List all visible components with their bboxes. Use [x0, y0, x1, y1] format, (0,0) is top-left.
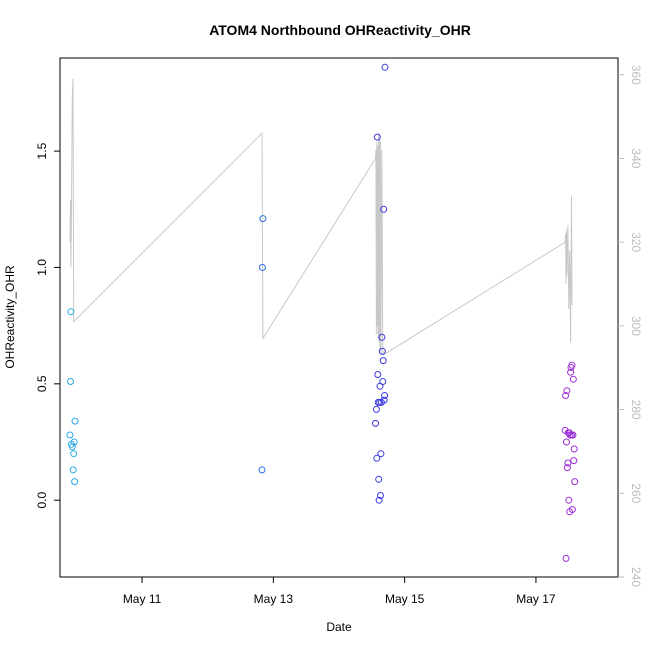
- data-point: [377, 450, 385, 458]
- chart-title: ATOM4 Northbound OHReactivity_OHR: [209, 22, 471, 38]
- data-point: [69, 466, 77, 474]
- data-point: [377, 492, 384, 499]
- y-right-tick-label: 260: [629, 483, 643, 503]
- data-point: [563, 464, 571, 472]
- data-point: [568, 361, 576, 369]
- data-point: [564, 459, 572, 467]
- data-point: [562, 554, 570, 562]
- x-tick-label: May 11: [123, 592, 162, 606]
- y-right-tick-label: 240: [629, 567, 643, 587]
- data-point: [375, 475, 383, 483]
- data-point: [375, 496, 383, 504]
- data-point: [67, 378, 74, 385]
- data-point: [565, 496, 573, 504]
- data-point: [373, 133, 381, 141]
- data-point: [562, 392, 570, 399]
- y-left-tick-label: 1.5: [35, 142, 49, 159]
- y-axis-right: 240 260 280 300 320 340 360: [618, 65, 643, 587]
- x-tick-label: May 15: [385, 592, 425, 606]
- data-point: [381, 63, 389, 71]
- data-point: [570, 457, 578, 465]
- data-point: [569, 431, 577, 439]
- data-point: [380, 396, 388, 404]
- y-left-tick-label: 0.5: [35, 375, 49, 392]
- y-axis-label: OHReactivity_OHR: [3, 265, 17, 369]
- data-point: [258, 264, 266, 271]
- y-left-tick-label: 1.0: [35, 259, 49, 276]
- data-point: [372, 419, 379, 427]
- x-axis: May 11 May 13 May 15 May 17: [123, 577, 556, 606]
- y-right-tick-label: 280: [629, 400, 643, 420]
- data-point: [67, 308, 75, 316]
- data-point: [563, 387, 571, 395]
- data-point: [563, 438, 570, 446]
- data-point: [373, 454, 381, 462]
- data-point: [379, 378, 387, 385]
- data-point: [568, 506, 576, 513]
- data-point: [258, 466, 266, 474]
- plot-frame: [59, 57, 619, 578]
- y-right-tick-label: 340: [629, 148, 643, 168]
- y-left-tick-label: 0.0: [35, 492, 49, 509]
- y-right-tick-label: 300: [629, 316, 643, 336]
- x-axis-label: Date: [326, 620, 352, 634]
- data-point: [378, 333, 386, 341]
- right-axis-series-line: [69, 78, 573, 357]
- data-point: [570, 445, 578, 453]
- data-point: [66, 431, 74, 439]
- data-point: [380, 205, 388, 213]
- x-tick-label: May 17: [516, 592, 556, 606]
- data-point: [259, 215, 267, 223]
- scatter-points: [66, 63, 579, 562]
- data-point: [71, 478, 79, 486]
- data-point: [68, 443, 76, 451]
- x-tick-label: May 13: [254, 592, 294, 606]
- data-point: [378, 347, 386, 355]
- data-point: [374, 371, 382, 378]
- data-point: [381, 392, 389, 399]
- y-right-tick-label: 320: [629, 232, 643, 252]
- data-point: [70, 450, 78, 458]
- data-point: [379, 357, 387, 365]
- data-point: [569, 375, 577, 383]
- data-point: [571, 478, 579, 486]
- data-point: [71, 417, 79, 425]
- y-right-tick-label: 360: [629, 65, 643, 85]
- data-point: [567, 368, 575, 376]
- series-line: [69, 78, 573, 357]
- data-point: [372, 405, 380, 413]
- data-point: [70, 438, 78, 446]
- y-axis-left: 0.0 0.5 1.0 1.5: [35, 142, 60, 509]
